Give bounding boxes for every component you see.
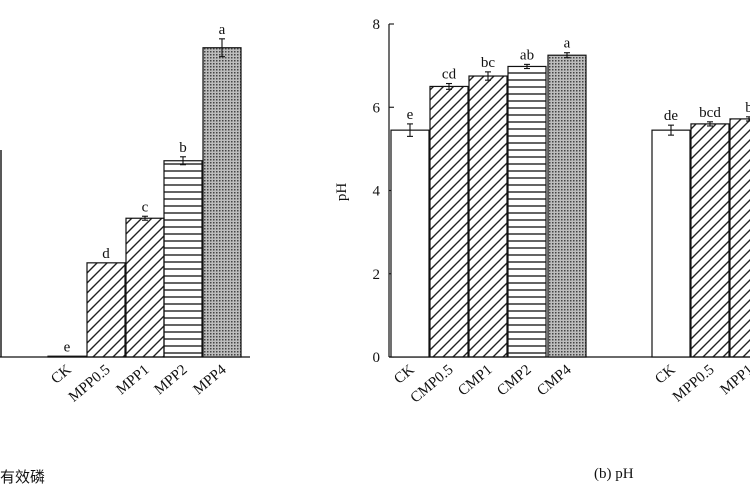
left-category-label-1: MPP0.5 [66,362,114,406]
ph-group2-category-label-0: CK [652,362,678,388]
ph-group1-significance-letter-4: a [564,36,571,52]
left-bar-2 [125,217,165,358]
ph-group1-significance-letter-1: cd [442,67,457,83]
left-significance-letter-4: a [219,22,226,38]
left-category-label-3: MPP2 [152,362,191,398]
ph-group2-significance-letter-0: de [664,108,679,124]
ph-y-tick-label-0: 0 [373,350,381,366]
ph-group1-significance-letter-3: ab [520,47,534,63]
left-bar-1 [86,262,126,358]
ph-group1-bar-0 [390,129,430,358]
ph-y-tick-label-2: 4 [373,184,381,200]
ph-group1-significance-letter-2: bc [481,55,496,71]
left-caption: 有效磷 [0,470,46,486]
ph-group1-bar-1 [429,85,469,358]
ph-y-axis-title: pH [334,183,350,202]
ph-group1-bar-4 [547,54,587,358]
ph-chart-panel: 0 2 4 6 8 pH e CK cd CMP0.5 bc CMP1 ab CMP2 a CMP4 de CK b… [334,17,750,406]
ph-group2-bar-1 [690,123,730,358]
ph-y-tick-label-3: 6 [373,100,381,116]
ph-group1-category-label-3: CMP2 [494,362,534,399]
ph-group2-category-label-1: MPP0.5 [670,362,718,406]
ph-group2-significance-letter-1: bcd [699,105,721,121]
ph-group2-bar-2 [729,118,750,358]
ph-group1-category-label-1: CMP0.5 [408,362,457,407]
ph-group1-significance-letter-0: e [407,107,414,123]
left-significance-letter-1: d [102,246,110,262]
left-significance-letter-3: b [179,140,187,156]
left-category-label-4: MPP4 [191,361,230,398]
ph-group1-category-label-0: CK [391,362,417,388]
ph-group1-bar-3 [507,65,547,358]
left-bar-0 [47,355,87,358]
left-bar-4 [202,47,242,358]
left-significance-letter-2: c [142,199,149,215]
ph-group1-category-label-4: CMP4 [534,361,575,399]
left-chart-panel: e CK d MPP0.5 c MPP1 b MPP2 a MPP4 [0,22,250,406]
ph-y-tick-label-1: 2 [373,267,381,283]
ph-y-tick-label-4: 8 [373,17,381,33]
ph-group2-bar-0 [651,129,691,358]
left-significance-letter-0: e [64,340,71,356]
ph-group1-bar-2 [468,75,508,358]
right-caption: (b) pH [594,466,634,482]
ph-group2-category-label-2: MPP1 [718,362,750,398]
ph-group1-category-label-2: CMP1 [455,362,495,399]
left-category-label-2: MPP1 [114,362,153,398]
left-category-label-0: CK [48,362,74,388]
left-bar-3 [163,160,203,358]
ph-group2-significance-letter-2: b [745,100,750,116]
